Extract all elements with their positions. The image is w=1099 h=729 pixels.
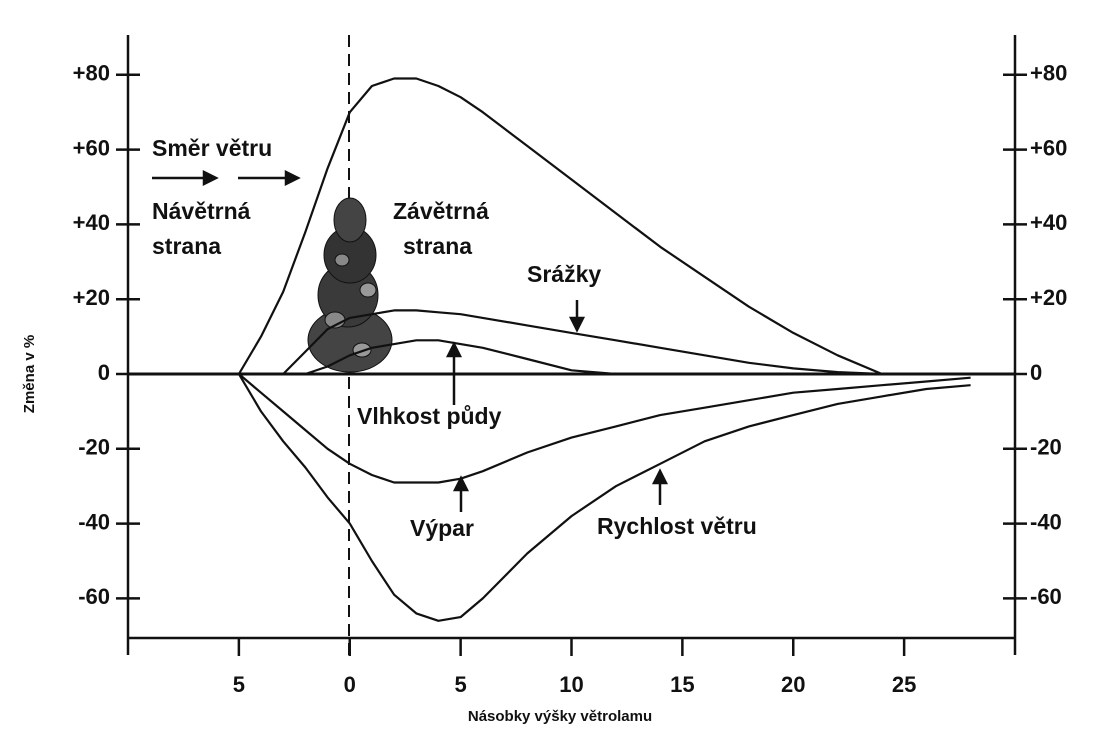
annotation: Směr větru (152, 135, 272, 161)
annotation: Závětrná (393, 198, 489, 224)
y2-tick-label: +20 (1030, 285, 1067, 310)
y-tick-label: +40 (73, 210, 110, 235)
y2-tick-label: -40 (1030, 509, 1062, 534)
y2-tick-label: +60 (1030, 135, 1067, 160)
x-tick-label: 15 (670, 672, 694, 697)
series-label: Výpar (410, 515, 474, 541)
chart: Změna v % Násobky výšky větrolamu +80 +80… (0, 0, 1099, 729)
x-tick-label: 5 (233, 672, 245, 697)
y-tick-label: +20 (73, 285, 110, 310)
y-tick-label: -20 (78, 435, 110, 460)
y-tick-label: +60 (73, 135, 110, 160)
y2-tick-label: +40 (1030, 210, 1067, 235)
y-tick-label: -60 (78, 584, 110, 609)
series-label: Srážky (527, 261, 601, 287)
y-axis-label: Změna v % (21, 335, 38, 413)
y-tick-label: -40 (78, 509, 110, 534)
y2-tick-label: -60 (1030, 584, 1062, 609)
y2-tick-label: 0 (1030, 360, 1042, 385)
y-tick-label: 0 (98, 360, 110, 385)
annotation: strana (152, 233, 221, 259)
annotation: Návětrná (152, 198, 251, 224)
series-label: Vlhkost půdy (357, 403, 502, 429)
x-tick-label: 0 (344, 672, 356, 697)
y2-tick-label: +80 (1030, 61, 1067, 86)
x-tick-label: 10 (559, 672, 583, 697)
x-tick-label: 20 (781, 672, 805, 697)
series-label: Rychlost větru (597, 513, 757, 539)
annotation: strana (403, 233, 472, 259)
y2-tick-label: -20 (1030, 435, 1062, 460)
y-tick-label: +80 (73, 61, 110, 86)
x-tick-label: 5 (455, 672, 467, 697)
x-axis-label: Násobky výšky větrolamu (468, 708, 652, 725)
x-tick-label: 25 (892, 672, 916, 697)
